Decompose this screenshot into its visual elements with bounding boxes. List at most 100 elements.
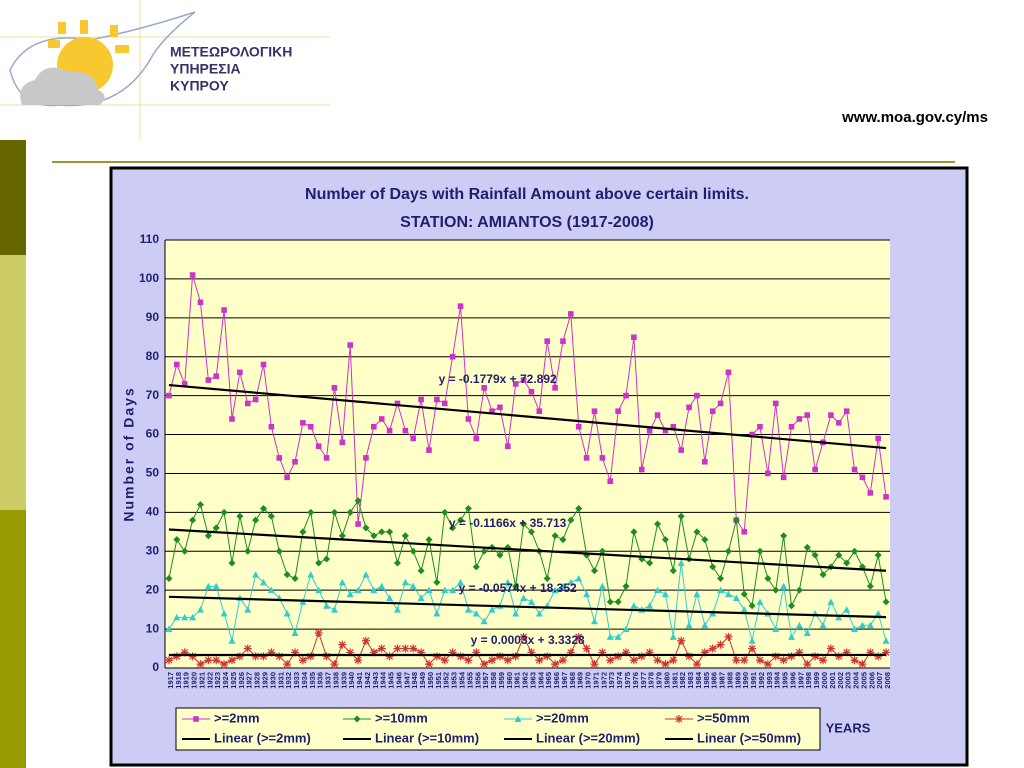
trend-line xyxy=(168,383,887,450)
data-point xyxy=(514,715,522,722)
x-tick-label: 1946 xyxy=(394,672,403,689)
data-point xyxy=(417,567,425,575)
x-tick-label: 1956 xyxy=(473,672,482,689)
data-point xyxy=(678,447,684,453)
data-point xyxy=(749,431,755,438)
data-point xyxy=(181,547,189,555)
data-point xyxy=(795,621,803,629)
data-point xyxy=(654,586,662,594)
data-point xyxy=(457,303,464,309)
x-tick-label: 1987 xyxy=(718,672,727,689)
legend-label: Linear (>=50mm) xyxy=(697,730,801,745)
data-point xyxy=(480,547,488,555)
x-tick-label: 1963 xyxy=(528,672,537,689)
data-point xyxy=(567,578,575,586)
data-point xyxy=(188,652,197,661)
x-tick-label: 1953 xyxy=(450,672,459,689)
y-axis-label: Number of Days xyxy=(121,386,137,521)
x-tick-label: 1950 xyxy=(426,672,435,689)
data-point xyxy=(741,529,748,535)
legend-label: >=50mm xyxy=(697,710,750,725)
data-point xyxy=(409,582,417,590)
data-point xyxy=(394,400,401,407)
data-point xyxy=(172,652,181,661)
data-point xyxy=(315,443,322,450)
data-point xyxy=(362,524,370,532)
x-tick-label: 1918 xyxy=(174,672,183,689)
data-point xyxy=(315,586,323,594)
data-point xyxy=(330,660,339,669)
data-point xyxy=(409,547,417,555)
data-point xyxy=(787,633,795,640)
logo xyxy=(0,0,330,140)
x-tick-label: 1991 xyxy=(749,672,758,689)
data-point xyxy=(393,644,402,653)
data-point xyxy=(828,412,834,418)
x-tick-label: 1917 xyxy=(166,672,175,689)
data-point xyxy=(330,508,338,516)
data-point xyxy=(819,656,828,665)
data-point xyxy=(220,610,228,617)
data-point xyxy=(512,582,520,590)
data-point xyxy=(701,621,709,629)
data-point xyxy=(646,602,654,609)
data-point xyxy=(371,423,377,430)
data-point xyxy=(694,392,700,399)
data-point xyxy=(645,648,654,657)
data-point xyxy=(535,610,543,617)
data-point xyxy=(291,629,299,636)
x-tick-label: 1943 xyxy=(371,672,380,689)
data-point xyxy=(717,575,725,583)
data-point xyxy=(725,369,732,376)
data-point xyxy=(819,621,827,629)
data-point xyxy=(504,443,511,450)
y-tick-label: 60 xyxy=(146,427,160,441)
data-point xyxy=(291,648,300,657)
data-point xyxy=(717,586,725,594)
data-point xyxy=(353,715,361,723)
data-point xyxy=(338,578,346,586)
data-point xyxy=(835,613,843,621)
data-point xyxy=(701,536,709,544)
data-point xyxy=(260,361,267,368)
data-point xyxy=(489,408,495,414)
data-point xyxy=(464,606,472,613)
data-point xyxy=(300,420,306,426)
data-point xyxy=(866,621,874,629)
x-tick-label: 1961 xyxy=(513,672,522,689)
x-tick-label: 1940 xyxy=(347,672,356,689)
side-bar xyxy=(0,255,26,510)
x-tick-label: 2008 xyxy=(883,672,892,689)
data-point xyxy=(763,660,772,669)
x-tick-label: 1924 xyxy=(221,671,230,689)
x-tick-label: 1931 xyxy=(276,672,285,689)
data-point xyxy=(164,656,173,665)
data-point xyxy=(275,547,283,555)
x-tick-label: 1935 xyxy=(308,672,317,689)
data-point xyxy=(834,652,843,661)
data-point xyxy=(402,427,409,434)
data-point xyxy=(401,532,409,540)
data-point xyxy=(859,474,866,481)
data-point xyxy=(480,617,488,625)
data-point xyxy=(590,617,598,625)
x-tick-label: 1980 xyxy=(662,672,671,689)
data-point xyxy=(189,613,197,621)
data-point xyxy=(449,353,456,360)
data-point xyxy=(193,716,199,722)
data-point xyxy=(425,586,433,594)
data-point xyxy=(227,656,236,665)
trend-line xyxy=(168,595,887,619)
x-tick-label: 1973 xyxy=(607,672,616,689)
data-point xyxy=(795,586,803,594)
data-point xyxy=(228,559,236,567)
y-tick-label: 100 xyxy=(139,271,159,285)
data-point xyxy=(393,606,401,613)
data-point xyxy=(560,338,566,344)
x-tick-label: 1929 xyxy=(260,672,269,689)
data-point xyxy=(346,590,354,598)
data-point xyxy=(575,423,582,430)
x-tick-label: 1954 xyxy=(458,671,467,689)
data-point xyxy=(425,536,433,544)
data-point xyxy=(795,648,804,657)
